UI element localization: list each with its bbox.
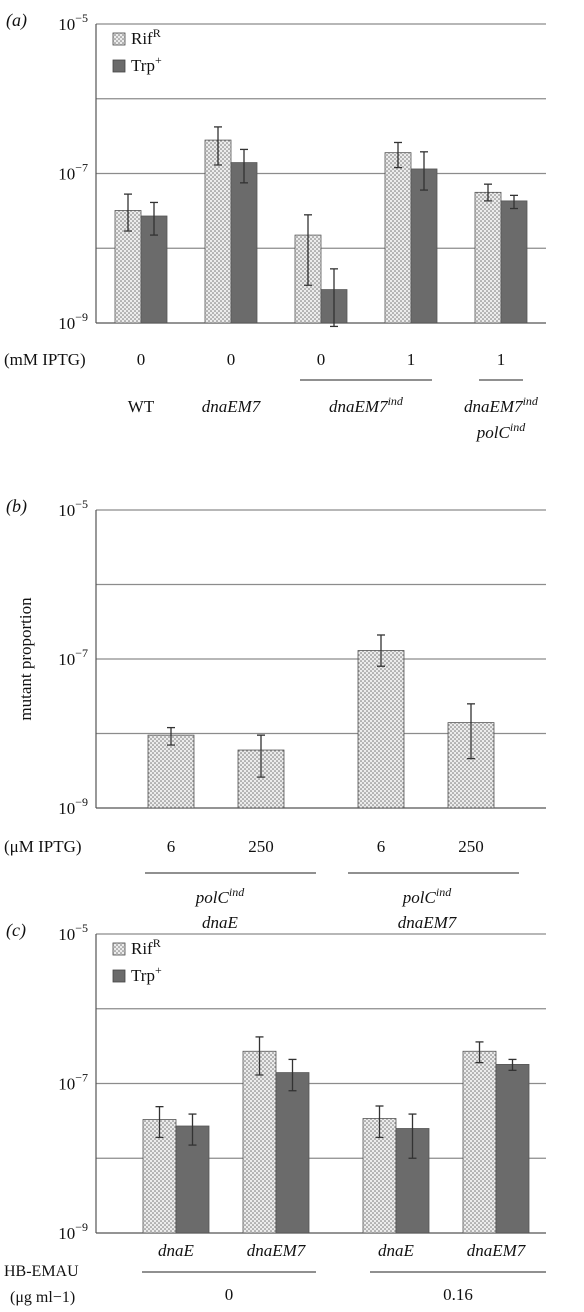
bar-rifr: [142, 1119, 177, 1234]
label-part: WT: [128, 397, 155, 416]
strain-label: dnaE: [378, 1241, 415, 1260]
strain-label: dnaEM7: [247, 1241, 307, 1260]
panel-a-xlabels: (mM IPTG) 0 0 0 1 1WT dnaEM7 dnaEM7ind dnaEM7ind…: [4, 350, 539, 442]
strain-label: dnaEM7: [467, 1241, 527, 1260]
bar-trp: [495, 1064, 530, 1234]
y-tick-label: 10−7: [58, 1071, 88, 1094]
strain-label: dnaEM7ind: [464, 394, 539, 416]
panel-label: (a): [6, 10, 27, 31]
y-tick-label: 10−9: [58, 310, 88, 333]
panel-label: (c): [6, 920, 26, 941]
panel-b: 10−5 10−7 10−9 (b): [6, 496, 546, 818]
y-axis-label: mutant proportion: [16, 597, 35, 721]
bar-rifr: [384, 152, 412, 324]
condition-label: 0: [227, 350, 236, 369]
bar-rifr: [357, 650, 405, 809]
condition-label: 0: [317, 350, 326, 369]
strain-label: dnaEM7: [202, 397, 262, 416]
superscript: ind: [229, 885, 245, 899]
bar-trp: [175, 1125, 210, 1234]
y-tick-label: 10−7: [58, 646, 88, 669]
y-tick-label: 10−9: [58, 795, 88, 818]
panel-c-xlabels: dnaE dnaEM7 dnaE dnaEM7 HB-EMAU (μg ml−1) 0 0.1…: [4, 1241, 546, 1306]
strain-label: dnaEM7ind: [329, 394, 404, 416]
label-part: polC: [402, 888, 437, 907]
label-part: dnaEM7: [329, 397, 389, 416]
y-tick-label: 10−7: [58, 161, 88, 184]
panel-b-xlabels: mutant proportion(μM IPTG) 6 250 6 250polCin…: [4, 597, 519, 932]
bar-rifr: [242, 1050, 277, 1234]
bar-trp: [410, 168, 438, 324]
superscript: ind: [510, 420, 526, 434]
label-part: dnaEM7: [464, 397, 524, 416]
label-part: dnaE: [202, 913, 239, 932]
dark-swatch-icon: [112, 969, 126, 983]
strain-label: dnaE: [158, 1241, 195, 1260]
strain-label: dnaEM7: [398, 913, 458, 932]
dotted-swatch-icon: [112, 32, 126, 46]
superscript: ind: [388, 394, 404, 408]
condition-label: 6: [167, 837, 176, 856]
condition-label: 250: [458, 837, 484, 856]
strain-label: polCind: [402, 885, 452, 907]
bar-rifr: [147, 734, 195, 809]
condition-axis-label: HB-EMAU: [4, 1263, 79, 1280]
y-tick-label: 10−5: [58, 11, 88, 34]
bar-trp: [500, 200, 528, 324]
bar-rifr: [474, 191, 502, 324]
bar-rifr: [462, 1050, 497, 1234]
legend-label: RifR: [131, 936, 161, 958]
superscript: ind: [436, 885, 452, 899]
panel-a: 10−5 10−7 10−9 (a) RifR Trp+: [6, 10, 546, 333]
bar-trp: [275, 1072, 310, 1234]
bar-trp: [230, 162, 258, 324]
label-part: polC: [476, 423, 511, 442]
superscript: ind: [523, 394, 539, 408]
dark-swatch-icon: [112, 59, 126, 73]
legend-label: Trp+: [131, 53, 162, 75]
y-tick-label: 10−5: [58, 497, 88, 520]
legend-label: Trp+: [131, 963, 162, 985]
strain-label: WT: [128, 397, 155, 416]
condition-label: 0: [137, 350, 146, 369]
dose-label: 0.16: [443, 1285, 473, 1304]
condition-label: 250: [248, 837, 274, 856]
panel-label: (b): [6, 496, 27, 517]
bar-rifr: [204, 139, 232, 324]
condition-axis-label: (μM IPTG): [4, 837, 82, 856]
y-tick-label: 10−9: [58, 1220, 88, 1243]
dose-label: 0: [225, 1285, 234, 1304]
dotted-swatch-icon: [112, 942, 126, 956]
label-part: dnaEM7: [398, 913, 458, 932]
label-part: dnaEM7: [202, 397, 262, 416]
condition-label: 6: [377, 837, 386, 856]
panel-c: 10−5 10−7 10−9 (c) RifR Trp+: [6, 920, 546, 1243]
condition-label: 1: [497, 350, 506, 369]
strain-label: dnaE: [202, 913, 239, 932]
y-tick-label: 10−5: [58, 921, 88, 944]
condition-axis-label: (mM IPTG): [4, 350, 86, 369]
strain-label: polCind: [476, 420, 526, 442]
label-part: polC: [195, 888, 230, 907]
legend-label: RifR: [131, 26, 161, 48]
strain-label: polCind: [195, 885, 245, 907]
condition-label: 1: [407, 350, 416, 369]
condition-unit-label: (μg ml−1): [10, 1289, 75, 1306]
